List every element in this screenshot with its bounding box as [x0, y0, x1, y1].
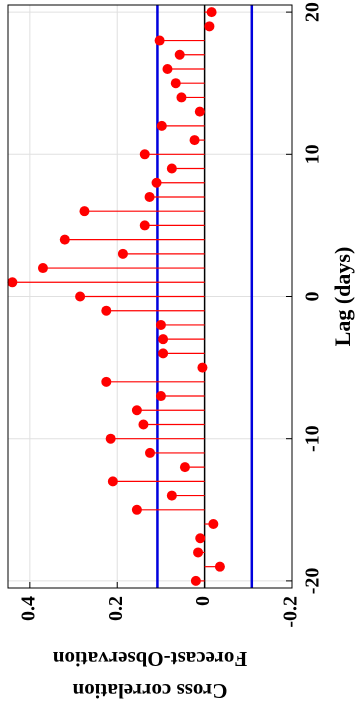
stem-marker	[176, 92, 187, 103]
stem-marker	[208, 519, 219, 530]
stem-marker	[107, 476, 118, 487]
stem-marker	[214, 561, 225, 572]
stem-marker	[193, 547, 204, 558]
x-tick-label: -10	[302, 425, 324, 452]
plot-border	[7, 4, 293, 589]
stem-marker	[79, 206, 90, 217]
stem-marker	[194, 106, 205, 117]
stem-marker	[170, 78, 181, 89]
y-tick-label: -0.2	[280, 596, 302, 628]
stem-marker	[156, 120, 167, 131]
stem-marker	[139, 220, 150, 231]
stem-marker	[131, 405, 142, 416]
y-tick-label: 0	[192, 596, 214, 606]
stem-marker	[166, 163, 177, 174]
stem-marker	[138, 419, 149, 430]
stem-marker	[7, 277, 18, 288]
stem-marker	[59, 234, 70, 245]
stem-marker	[158, 348, 169, 359]
x-tick-label: 0	[302, 292, 324, 302]
stem-marker	[151, 177, 162, 188]
x-tick-label: -20	[302, 568, 324, 595]
stem-marker	[105, 433, 116, 444]
stem-marker	[131, 504, 142, 515]
stem-marker	[101, 376, 112, 387]
stem-marker	[155, 391, 166, 402]
stem-marker	[144, 191, 155, 202]
stem-marker	[189, 135, 200, 146]
stem-marker	[206, 7, 217, 18]
stem-marker	[154, 35, 165, 46]
stem-marker	[145, 447, 155, 458]
stem-marker	[75, 291, 86, 302]
stem-marker	[162, 63, 173, 74]
y-axis-title: Forecast-Observation	[52, 647, 247, 671]
x-axis-title: Lag (days)	[330, 247, 355, 347]
stem-marker	[179, 462, 190, 473]
stem-marker	[139, 149, 150, 160]
stem-marker	[117, 248, 128, 259]
rotated-plot: -20 -10 0 10 20 -0.2 0 0.2 0.4 Lag (days) Cross co…	[7, 2, 355, 703]
y-tick-label: 0.4	[17, 596, 39, 621]
stem-marker	[158, 334, 169, 345]
stem-marker	[197, 362, 208, 373]
stem-marker	[101, 305, 112, 316]
y-axis-title: Cross correlation	[72, 679, 227, 703]
stem-marker	[204, 21, 215, 32]
stem-marker	[190, 575, 201, 586]
stem-marker	[155, 319, 166, 330]
stem-marker	[174, 49, 185, 60]
x-tick-label: 10	[302, 144, 324, 164]
stem-marker	[195, 533, 206, 544]
stem-marker	[166, 490, 177, 501]
x-tick-label: 20	[302, 2, 324, 22]
y-tick-label: 0.2	[105, 596, 127, 621]
stem-marker	[37, 263, 48, 274]
